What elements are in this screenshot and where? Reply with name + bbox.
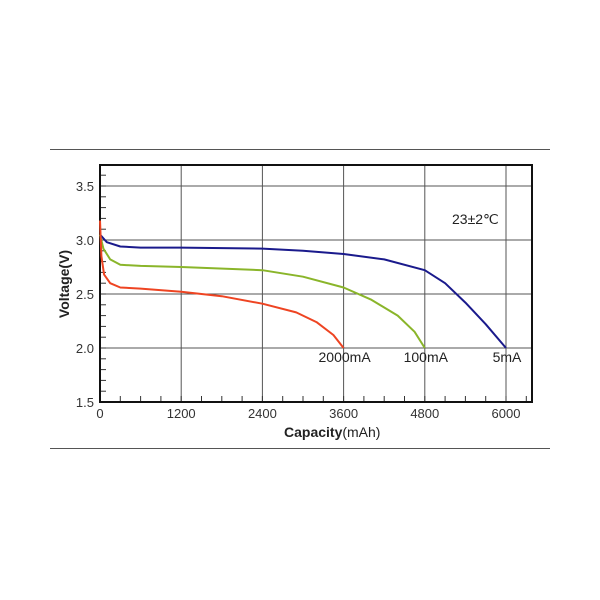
- curve-2000mA: [99, 220, 345, 349]
- temperature-annotation: 23±2℃: [452, 211, 499, 227]
- curve-5mA: [99, 233, 507, 349]
- y-axis-title: Voltage(V): [56, 250, 72, 318]
- y-tick-label: 3.0: [76, 233, 94, 248]
- y-tick-label: 1.5: [76, 395, 94, 410]
- label-5mA: 5mA: [493, 349, 522, 365]
- x-tick-label: 6000: [492, 406, 521, 421]
- x-tick-label: 0: [96, 406, 103, 421]
- x-tick-labels: 0 1200 2400 3600 4800 6000: [96, 406, 520, 421]
- series-labels: 5mA 100mA 2000mA: [319, 349, 523, 365]
- y-tick-label: 2.0: [76, 341, 94, 356]
- bottom-rule: [50, 448, 550, 449]
- label-2000mA: 2000mA: [319, 349, 372, 365]
- y-tick-label: 3.5: [76, 179, 94, 194]
- curve-100mA: [99, 234, 426, 349]
- series-curves: [99, 220, 507, 349]
- label-100mA: 100mA: [404, 349, 449, 365]
- plot-frame: [99, 164, 533, 403]
- y-tick-labels: 1.5 2.0 2.5 3.0 3.5: [76, 179, 94, 410]
- minor-ticks: [100, 174, 527, 402]
- grid-lines: [100, 165, 532, 402]
- y-tick-label: 2.5: [76, 287, 94, 302]
- x-tick-label: 1200: [167, 406, 196, 421]
- x-tick-label: 4800: [410, 406, 439, 421]
- top-rule: [50, 149, 550, 150]
- x-axis-title: Capacity(mAh): [284, 424, 380, 440]
- x-tick-label: 2400: [248, 406, 277, 421]
- x-tick-label: 3600: [329, 406, 358, 421]
